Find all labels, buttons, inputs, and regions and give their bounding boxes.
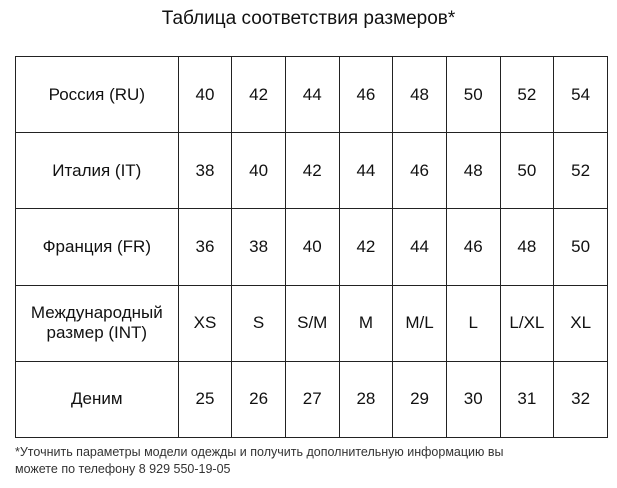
table-row: Франция (FR) 36 38 40 42 44 46 48 50 xyxy=(15,208,608,286)
size-cell: 36 xyxy=(177,208,233,286)
size-cell: 48 xyxy=(392,55,447,134)
size-cell: 32 xyxy=(553,360,608,439)
size-cell: 50 xyxy=(499,132,555,210)
size-cell: 30 xyxy=(445,360,501,439)
size-cell: 46 xyxy=(338,55,394,134)
size-cell: 52 xyxy=(499,55,555,134)
row-label: Деним xyxy=(15,360,179,439)
size-cell: 25 xyxy=(177,360,233,439)
size-cell: 40 xyxy=(177,55,233,134)
size-cell: 48 xyxy=(445,132,501,210)
size-table: Россия (RU) 40 42 44 46 48 50 52 54 Италия (IT) 38… xyxy=(15,55,608,439)
size-cell: 38 xyxy=(177,132,233,210)
table-row: Италия (IT) 38 40 42 44 46 48 50 52 xyxy=(15,132,608,210)
size-cell: 28 xyxy=(338,360,394,439)
size-cell: L xyxy=(445,284,501,362)
size-cell: 26 xyxy=(231,360,286,439)
size-cell: L/XL xyxy=(499,284,555,362)
page-title: Таблица соответствия размеров* xyxy=(161,8,456,29)
size-cell: M xyxy=(338,284,394,362)
size-cell: 48 xyxy=(499,208,555,286)
size-cell: 42 xyxy=(231,55,286,134)
row-label: Франция (FR) xyxy=(15,208,179,286)
size-cell: 40 xyxy=(284,208,340,286)
size-cell: 46 xyxy=(392,132,447,210)
size-cell: 40 xyxy=(231,132,286,210)
size-cell: 42 xyxy=(338,208,394,286)
size-cell: XL xyxy=(553,284,608,362)
size-cell: 50 xyxy=(553,208,608,286)
size-cell: 31 xyxy=(499,360,555,439)
size-cell: 54 xyxy=(553,55,608,134)
size-cell: 42 xyxy=(284,132,340,210)
table-row: Международный размер (INT) XS S S/M M M/L L L/X… xyxy=(15,284,608,362)
footnote: *Уточнить параметры модели одежды и полу… xyxy=(15,444,615,478)
size-cell: 46 xyxy=(445,208,501,286)
row-label: Россия (RU) xyxy=(15,55,179,134)
size-cell: XS xyxy=(177,284,233,362)
table-row: Россия (RU) 40 42 44 46 48 50 52 54 xyxy=(15,55,608,134)
size-cell: 44 xyxy=(338,132,394,210)
size-cell: 50 xyxy=(445,55,501,134)
size-cell: 44 xyxy=(284,55,340,134)
row-label: Международный размер (INT) xyxy=(15,284,179,362)
size-cell: S xyxy=(231,284,286,362)
row-label: Италия (IT) xyxy=(15,132,179,210)
footnote-phone: можете по телефону 8 929 550-19-05 xyxy=(15,462,231,476)
size-cell: 44 xyxy=(392,208,447,286)
size-cell: 52 xyxy=(553,132,608,210)
table-row: Деним 25 26 27 28 29 30 31 32 xyxy=(15,360,608,439)
size-cell: 29 xyxy=(392,360,447,439)
size-cell: 38 xyxy=(231,208,286,286)
footnote-line: *Уточнить параметры модели одежды и полу… xyxy=(15,445,504,459)
size-cell: S/M xyxy=(284,284,340,362)
size-cell: 27 xyxy=(284,360,340,439)
size-cell: M/L xyxy=(392,284,447,362)
